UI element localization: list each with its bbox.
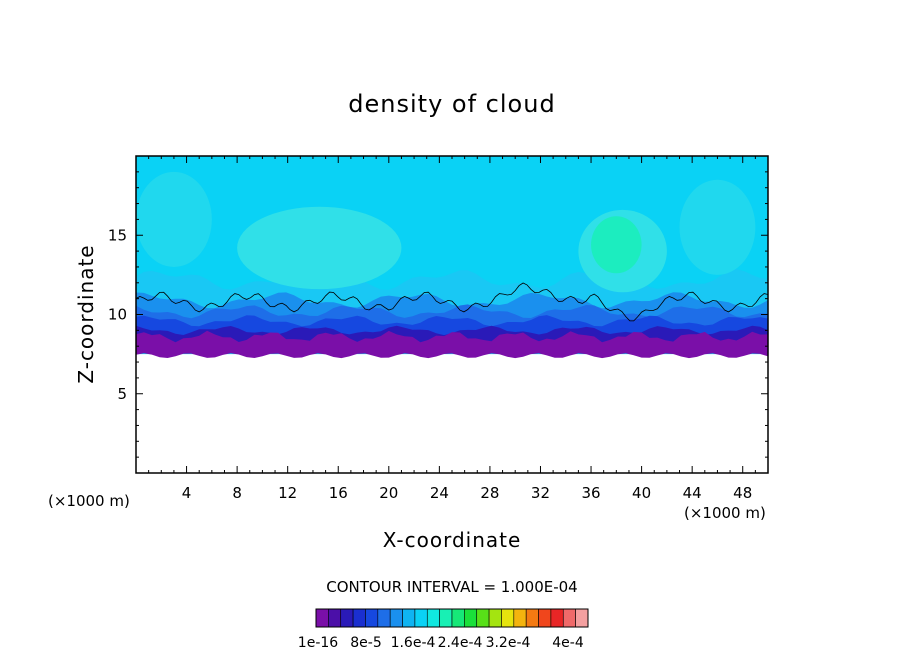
colorbar-swatch <box>414 608 428 628</box>
colorbar-tick-label: 4e-4 <box>552 635 584 651</box>
x-tick-label: 32 <box>531 484 550 502</box>
colorbar-swatch <box>476 608 490 628</box>
x-tick-label: 4 <box>182 484 192 502</box>
chart-title: density of cloud <box>348 90 555 118</box>
colorbar-tick-label: 1e-16 <box>298 635 338 651</box>
colorbar-tick-label: 1.6e-4 <box>391 635 436 651</box>
colorbar-swatch <box>538 608 552 628</box>
x-tick-label: 48 <box>733 484 752 502</box>
x-tick-label: 28 <box>480 484 499 502</box>
colorbar-swatch <box>451 608 465 628</box>
cloud-blob-left <box>237 206 402 290</box>
y-axis-label: Z-coordinate <box>74 244 98 383</box>
colorbar-swatch <box>525 608 539 628</box>
contour-lines <box>135 282 769 322</box>
colorbar-swatch <box>315 608 329 628</box>
colorbar-swatch <box>488 608 502 628</box>
colorbar-tick-label: 2.4e-4 <box>438 635 483 651</box>
x-tick-label: 40 <box>632 484 651 502</box>
y-tick-label: 15 <box>108 226 127 244</box>
colorbar-swatch <box>365 608 379 628</box>
colorbar-swatch <box>464 608 478 628</box>
x-unit-label-left: (×1000 m) <box>48 492 130 510</box>
colorbar-swatch <box>513 608 527 628</box>
colorbar-swatch <box>426 608 440 628</box>
colorbar-frame <box>315 608 589 628</box>
x-tick-label: 8 <box>232 484 242 502</box>
x-tick-label: 24 <box>430 484 449 502</box>
colorbar-tick-label: 8e-5 <box>350 635 381 651</box>
colorbar-swatch <box>402 608 416 628</box>
colorbar-tick-label: 3.2e-4 <box>486 635 531 651</box>
plot-field <box>136 156 768 359</box>
colorbar-swatch <box>439 608 453 628</box>
x-unit-label-right: (×1000 m) <box>684 504 766 522</box>
y-tick-label: 10 <box>108 306 127 324</box>
band-base <box>136 330 768 359</box>
contour-interval-text: CONTOUR INTERVAL = 1.000E-04 <box>326 578 577 596</box>
x-tick-label: 44 <box>683 484 702 502</box>
contour-line <box>135 282 769 322</box>
colorbar-swatch <box>377 608 391 628</box>
colorbar-swatch <box>562 608 576 628</box>
cloud-patch <box>591 216 642 274</box>
x-tick-label: 16 <box>329 484 348 502</box>
colorbar-swatch <box>340 608 354 628</box>
colorbar-swatch <box>501 608 515 628</box>
cloud-blob-edge-left <box>136 171 212 267</box>
x-tick-label: 20 <box>379 484 398 502</box>
colorbar: 1e-16 8e-5 1.6e-4 2.4e-4 3.2e-4 4e-4 <box>298 608 589 651</box>
cloud-blob-edge-right <box>679 179 756 275</box>
x-tick-label: 36 <box>581 484 600 502</box>
colorbar-swatch <box>575 608 589 628</box>
x-tick-label: 12 <box>278 484 297 502</box>
colorbar-swatch <box>550 608 564 628</box>
colorbar-swatch <box>389 608 403 628</box>
colorbar-swatch <box>328 608 342 628</box>
y-tick-label: 5 <box>117 385 127 403</box>
colorbar-swatch <box>352 608 366 628</box>
x-axis-label: X-coordinate <box>383 528 522 552</box>
